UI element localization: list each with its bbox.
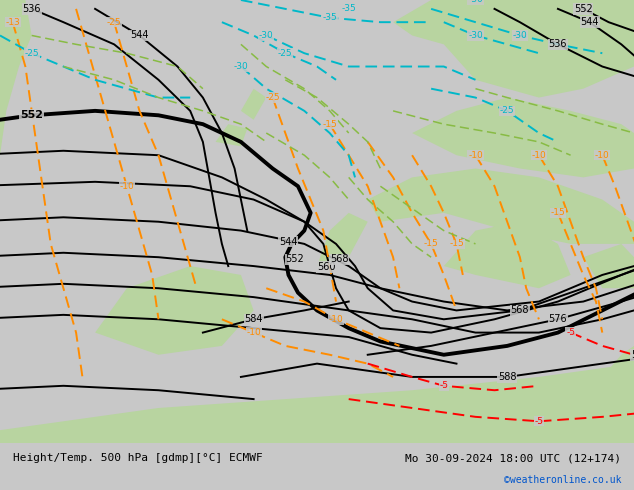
Text: 552: 552 bbox=[20, 110, 43, 121]
Text: -15: -15 bbox=[449, 240, 464, 248]
Text: -13: -13 bbox=[5, 18, 20, 26]
Text: 588: 588 bbox=[631, 350, 634, 360]
Text: 588: 588 bbox=[498, 372, 517, 382]
Text: 536: 536 bbox=[548, 39, 567, 49]
Text: ©weatheronline.co.uk: ©weatheronline.co.uk bbox=[504, 475, 621, 485]
Text: 544: 544 bbox=[580, 17, 599, 27]
Text: -35: -35 bbox=[322, 13, 337, 22]
Text: -15: -15 bbox=[424, 240, 439, 248]
Text: 544: 544 bbox=[279, 237, 298, 246]
Polygon shape bbox=[368, 169, 634, 244]
Text: -35: -35 bbox=[341, 4, 356, 13]
Polygon shape bbox=[412, 98, 634, 177]
Text: -10: -10 bbox=[328, 315, 344, 324]
Text: -15: -15 bbox=[550, 208, 566, 218]
Polygon shape bbox=[317, 213, 368, 266]
Text: -25: -25 bbox=[24, 49, 39, 58]
Text: -10: -10 bbox=[531, 151, 547, 160]
Text: -15: -15 bbox=[322, 120, 337, 129]
Polygon shape bbox=[95, 266, 254, 355]
Polygon shape bbox=[216, 124, 247, 147]
Polygon shape bbox=[0, 0, 32, 199]
Text: 552: 552 bbox=[574, 4, 593, 14]
Text: Height/Temp. 500 hPa [gdmp][°C] ECMWF: Height/Temp. 500 hPa [gdmp][°C] ECMWF bbox=[13, 453, 262, 464]
Polygon shape bbox=[444, 221, 571, 288]
Text: -5: -5 bbox=[439, 381, 448, 391]
Text: -30: -30 bbox=[468, 0, 483, 4]
Text: -25: -25 bbox=[107, 18, 122, 26]
Text: -10: -10 bbox=[595, 151, 610, 160]
Polygon shape bbox=[583, 244, 634, 288]
Polygon shape bbox=[393, 0, 634, 98]
Text: 552: 552 bbox=[285, 254, 304, 265]
Text: -10: -10 bbox=[119, 182, 134, 191]
Polygon shape bbox=[602, 346, 634, 377]
Text: 568: 568 bbox=[330, 254, 349, 265]
Text: -25: -25 bbox=[500, 106, 515, 115]
Text: 536: 536 bbox=[22, 4, 41, 14]
Text: -30: -30 bbox=[512, 31, 527, 40]
Text: -10: -10 bbox=[246, 328, 261, 337]
Text: -10: -10 bbox=[468, 151, 483, 160]
Text: 568: 568 bbox=[510, 305, 529, 316]
Text: -5: -5 bbox=[566, 328, 575, 337]
Text: Mo 30-09-2024 18:00 UTC (12+174): Mo 30-09-2024 18:00 UTC (12+174) bbox=[405, 453, 621, 464]
Text: 576: 576 bbox=[548, 314, 567, 324]
Polygon shape bbox=[0, 364, 634, 443]
Polygon shape bbox=[241, 89, 266, 120]
Text: 560: 560 bbox=[317, 262, 336, 272]
Text: -25: -25 bbox=[265, 93, 280, 102]
Text: -30: -30 bbox=[468, 31, 483, 40]
Text: -5: -5 bbox=[534, 417, 543, 426]
Text: 584: 584 bbox=[244, 314, 263, 324]
Text: -30: -30 bbox=[233, 62, 249, 71]
Text: -30: -30 bbox=[259, 31, 274, 40]
Text: 544: 544 bbox=[130, 30, 149, 41]
Text: -25: -25 bbox=[278, 49, 293, 58]
